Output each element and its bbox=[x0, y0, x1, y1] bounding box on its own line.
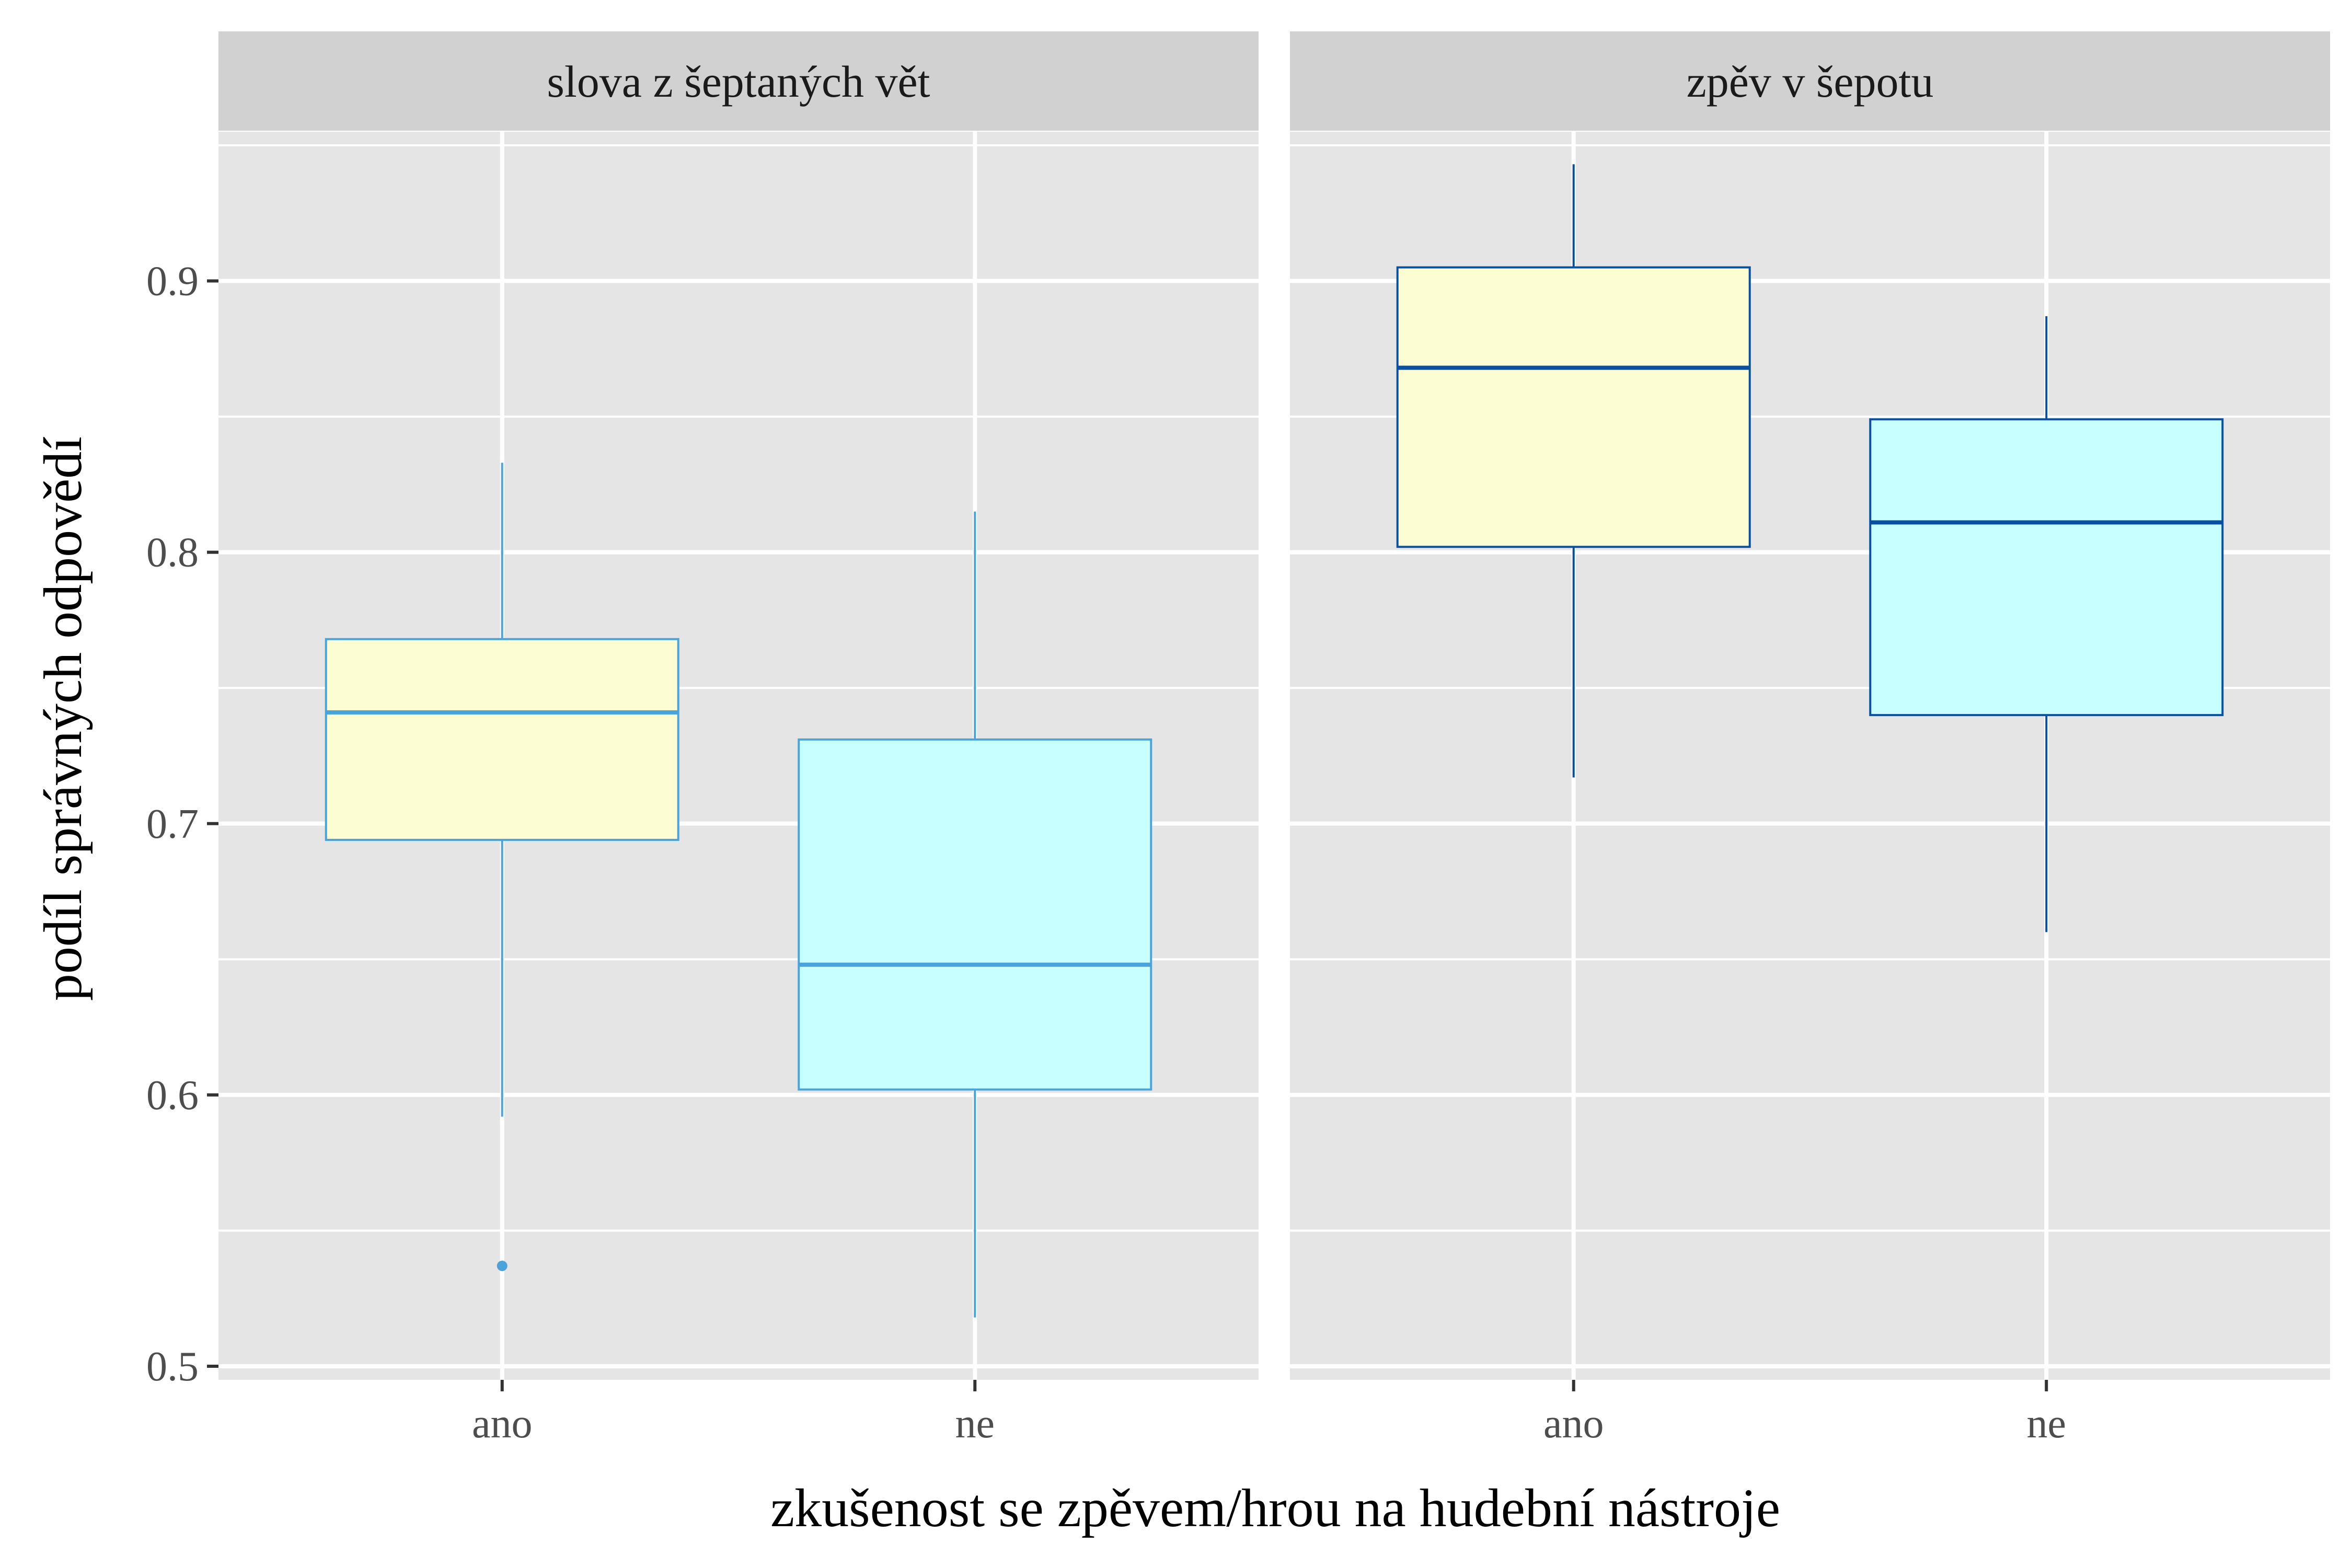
box-iqr bbox=[1869, 418, 2224, 717]
box-iqr bbox=[1396, 266, 1751, 548]
box-iqr bbox=[798, 738, 1152, 1091]
y-tick-label: 0.7 bbox=[146, 801, 199, 847]
panels-layer: slova z šeptaných vět ano ne zpěv v šepotu a… bbox=[218, 31, 2330, 1447]
box-ne bbox=[798, 511, 1152, 1318]
facet-strip-title: zpěv v šepotu bbox=[1687, 56, 1934, 107]
y-tick-label: 0.9 bbox=[146, 259, 199, 305]
box-ano bbox=[325, 463, 679, 1271]
x-tick-label: ano bbox=[472, 1401, 533, 1447]
outlier-point bbox=[497, 1260, 508, 1271]
x-axis-title: zkušenost se zpěvem/hrou na hudební nást… bbox=[770, 1478, 1780, 1538]
facet-panel-1: slova z šeptaných vět ano ne bbox=[218, 31, 1259, 1447]
x-tick-label: ano bbox=[1543, 1401, 1604, 1447]
x-tick-label: ne bbox=[955, 1401, 995, 1447]
box-ano bbox=[1396, 164, 1751, 778]
box-iqr bbox=[325, 638, 679, 841]
x-tick-label: ne bbox=[2027, 1401, 2067, 1447]
y-tick-label: 0.6 bbox=[146, 1073, 199, 1119]
y-axis-title: podíl správných odpovědí bbox=[33, 436, 93, 1001]
y-tick-label: 0.8 bbox=[146, 530, 199, 576]
y-tick-label: 0.5 bbox=[146, 1344, 199, 1390]
y-axis: 0.5 0.6 0.7 0.8 0.9 bbox=[146, 259, 218, 1390]
box-ne bbox=[1869, 316, 2224, 932]
facet-strip bbox=[1290, 31, 2330, 131]
facet-strip bbox=[218, 31, 1259, 131]
facet-strip-title: slova z šeptaných vět bbox=[547, 56, 930, 107]
facet-panel-2: zpěv v šepotu ano ne bbox=[1290, 31, 2330, 1447]
